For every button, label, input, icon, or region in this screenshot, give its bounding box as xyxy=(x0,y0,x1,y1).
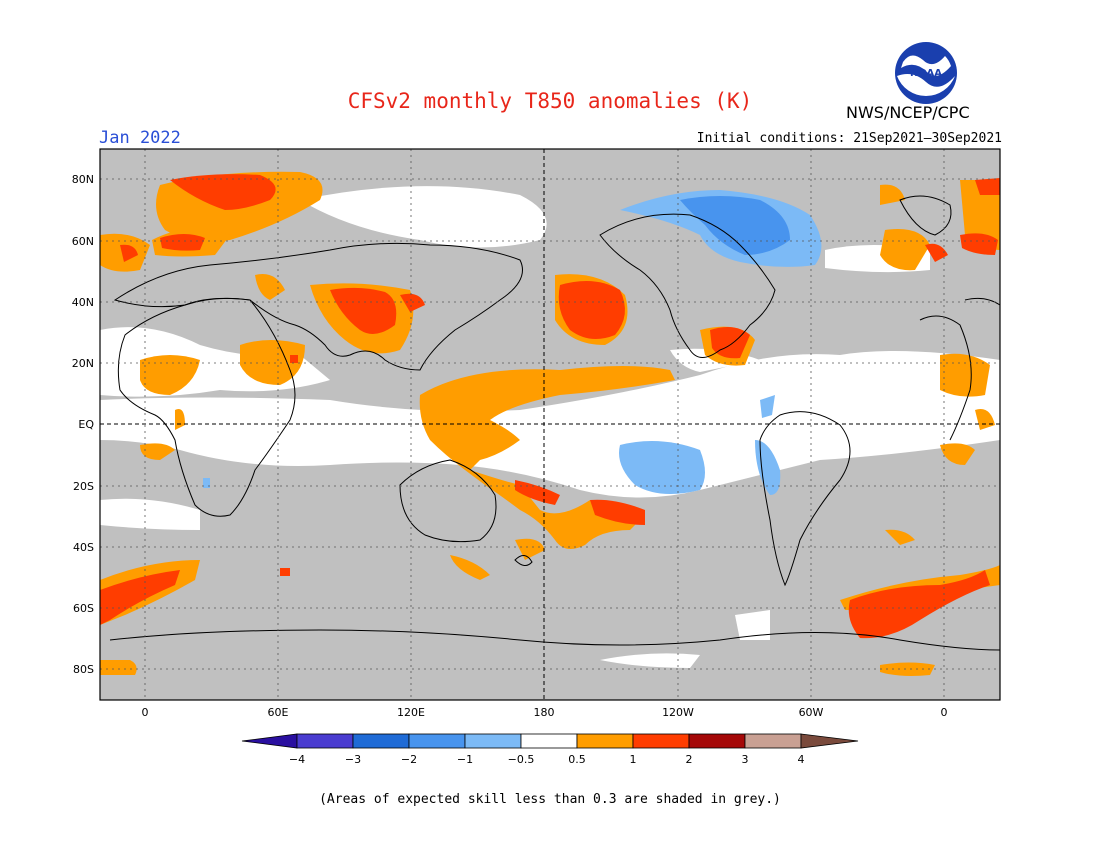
lat-label: 80S xyxy=(73,663,94,676)
legend-tick: −2 xyxy=(401,753,417,766)
legend-swatch xyxy=(744,733,802,749)
legend-swatch xyxy=(408,733,466,749)
lat-label: 40N xyxy=(72,296,94,309)
logo-text: NOAA xyxy=(910,68,942,79)
lon-label: 180 xyxy=(534,706,555,719)
coastlines xyxy=(109,195,1001,651)
map-panel xyxy=(99,148,1001,701)
longitude-labels: 0 60E 120E 180 120W 60W 0 xyxy=(142,706,948,719)
lat-lon-grid xyxy=(100,149,1000,700)
map-title: CFSv2 monthly T850 anomalies (K) xyxy=(347,89,753,113)
legend-arrow-low xyxy=(241,733,298,749)
legend-tick: −0.5 xyxy=(508,753,535,766)
skill-footnote: (Areas of expected skill less than 0.3 a… xyxy=(319,792,781,807)
map-frame xyxy=(99,148,1001,701)
legend-swatch xyxy=(632,733,690,749)
lon-label: 120E xyxy=(397,706,425,719)
lon-label: 120W xyxy=(662,706,694,719)
legend-tick: −4 xyxy=(289,753,305,766)
forecast-month: Jan 2022 xyxy=(99,128,181,148)
lon-label: 0 xyxy=(142,706,149,719)
legend-tick: 2 xyxy=(686,753,693,766)
lat-label: 20S xyxy=(73,480,94,493)
legend-swatch xyxy=(296,733,354,749)
lat-label: 60S xyxy=(73,602,94,615)
cool-anomaly-regions xyxy=(203,190,822,495)
lat-label: 40S xyxy=(73,541,94,554)
lat-label: EQ xyxy=(78,418,94,431)
legend-arrow-high xyxy=(800,733,859,749)
lat-label: 80N xyxy=(72,173,94,186)
color-legend xyxy=(241,733,859,749)
legend-tick-labels: −4 −3 −2 −1 −0.5 0.5 1 2 3 4 xyxy=(289,753,805,766)
legend-swatch xyxy=(352,733,410,749)
lon-label: 0 xyxy=(941,706,948,719)
strong-warm-regions xyxy=(100,174,1000,639)
lon-label: 60W xyxy=(799,706,824,719)
legend-swatch xyxy=(520,733,578,749)
legend-swatch xyxy=(464,733,522,749)
agency-label: NWS/NCEP/CPC xyxy=(846,103,970,122)
legend-tick: 4 xyxy=(798,753,805,766)
legend-tick: 3 xyxy=(742,753,749,766)
latitude-labels: 80N 60N 40N 20N EQ 20S 40S 60S 80S xyxy=(72,173,95,676)
lat-label: 20N xyxy=(72,357,94,370)
legend-tick: 1 xyxy=(630,753,637,766)
legend-tick: 0.5 xyxy=(568,753,586,766)
legend-tick: −3 xyxy=(345,753,361,766)
legend-swatch xyxy=(576,733,634,749)
noaa-logo: NOAA xyxy=(895,42,957,104)
legend-swatch xyxy=(688,733,746,749)
initial-conditions: Initial conditions: 21Sep2021–30Sep2021 xyxy=(696,131,1002,146)
legend-tick: −1 xyxy=(457,753,473,766)
lat-label: 60N xyxy=(72,235,94,248)
lon-label: 60E xyxy=(268,706,289,719)
